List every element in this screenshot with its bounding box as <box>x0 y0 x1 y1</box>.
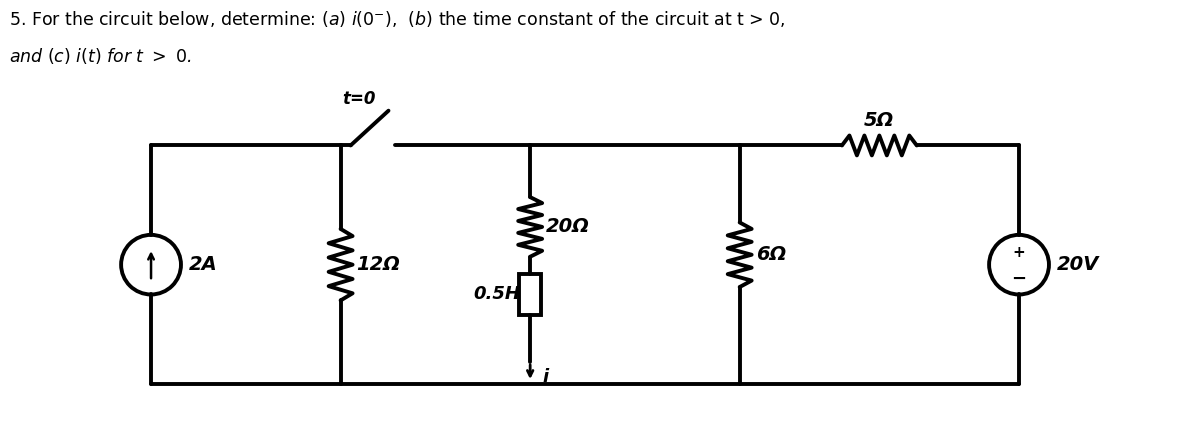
Text: 12Ω: 12Ω <box>356 255 401 274</box>
Text: 2A: 2A <box>188 255 217 274</box>
Text: +: + <box>1013 245 1026 260</box>
Text: 20V: 20V <box>1057 255 1099 274</box>
Text: −: − <box>1012 270 1026 288</box>
Text: 0.5H: 0.5H <box>473 286 520 304</box>
Text: t=0: t=0 <box>342 90 376 108</box>
Text: 20Ω: 20Ω <box>546 218 590 237</box>
Bar <box>520 273 541 315</box>
Text: 6Ω: 6Ω <box>756 245 786 264</box>
Text: i: i <box>542 368 548 386</box>
Text: and $(c)$ $i(t)$ $for$ $t$ $>$ $0$.: and $(c)$ $i(t)$ $for$ $t$ $>$ $0$. <box>10 46 192 66</box>
Text: 5. For the circuit below, determine: $(a)$ $i(0^{-})$,  $(b)$ the time constant : 5. For the circuit below, determine: $(a… <box>10 9 786 29</box>
Text: 5Ω: 5Ω <box>864 111 894 129</box>
